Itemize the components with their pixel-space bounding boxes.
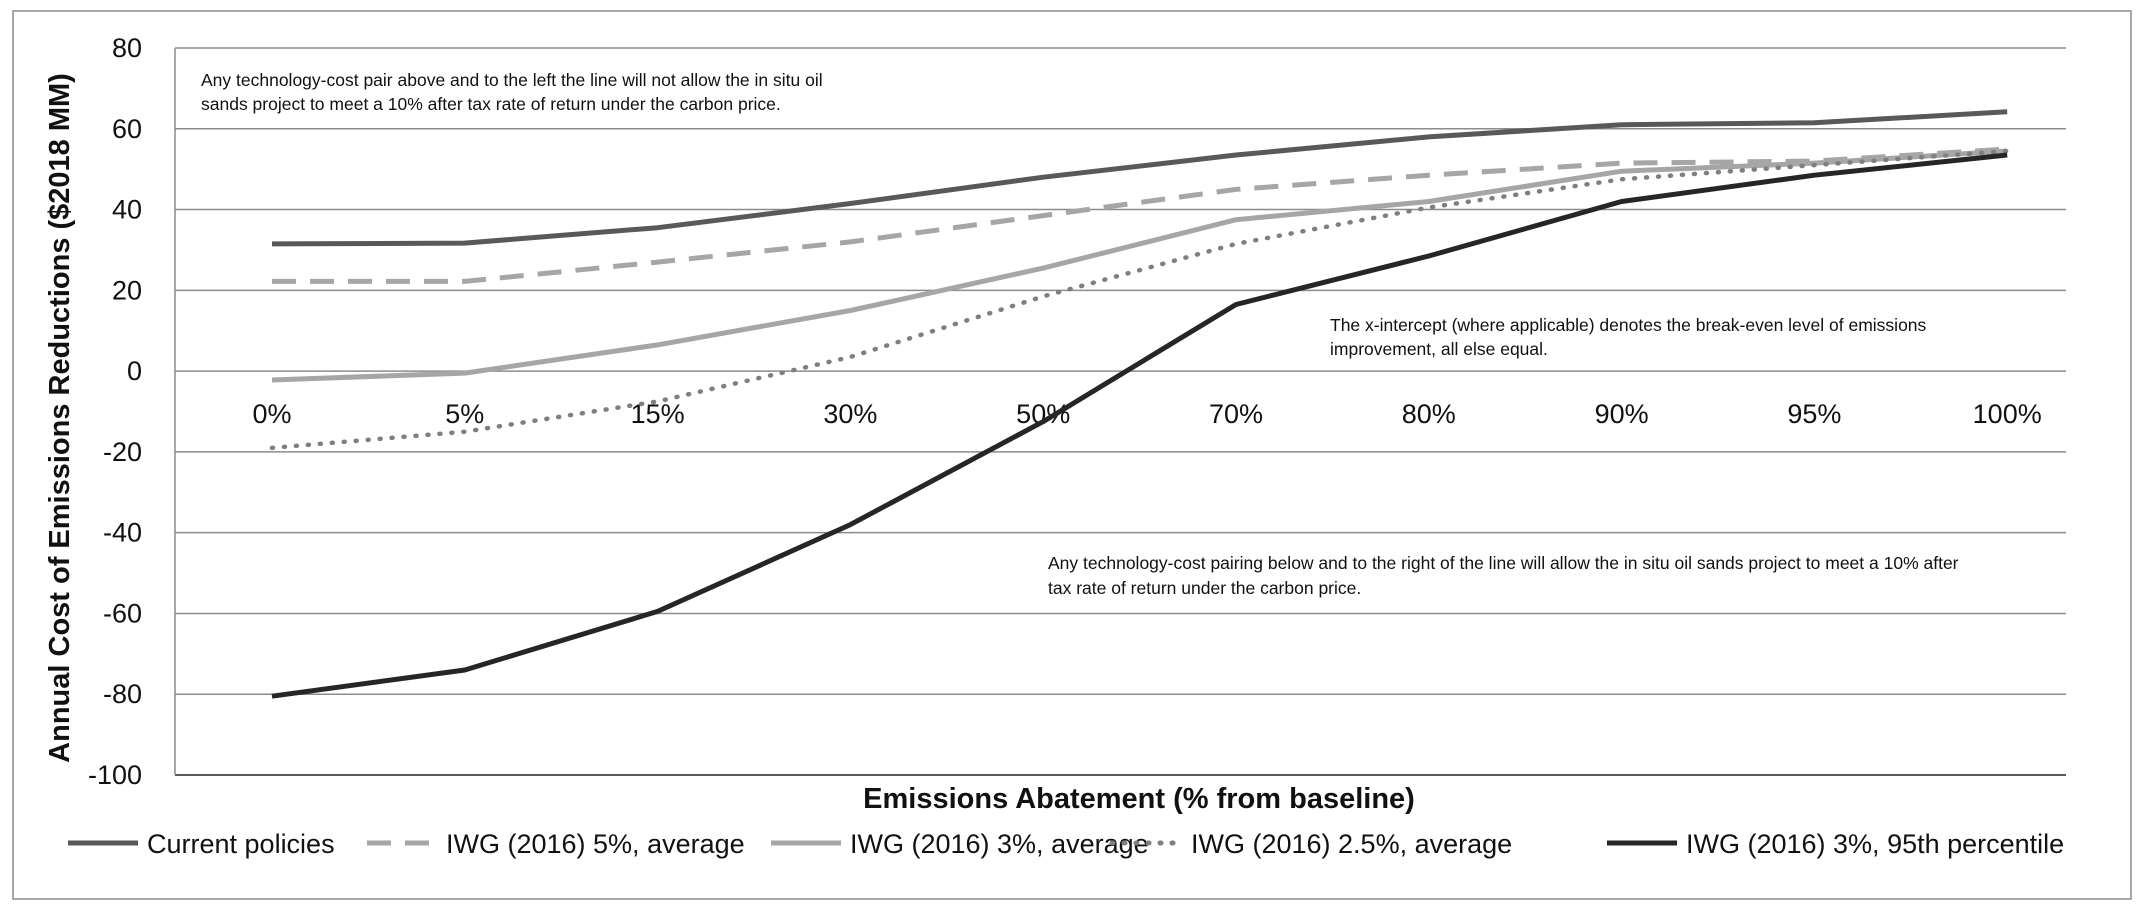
x-tick-label: 15% <box>631 399 685 429</box>
x-tick-labels: 0% 5% 15% 30% 50% 70% 80% 90% 95% 100% <box>252 399 2041 429</box>
legend: Current policies IWG (2016) 5%, average IW… <box>68 829 2064 859</box>
x-tick-label: 50% <box>1016 399 1070 429</box>
x-tick-label: 95% <box>1787 399 1841 429</box>
series-lines <box>269 109 2010 699</box>
y-tick-label: 40 <box>112 195 142 225</box>
x-tick-label: 5% <box>445 399 484 429</box>
y-tick-labels: 80 60 40 20 0 -20 -40 -60 -80 -100 <box>88 33 142 790</box>
y-tick-label: 20 <box>112 275 142 305</box>
outer-border <box>12 10 2132 900</box>
series-line-iwg-2016-3-average <box>271 148 2008 383</box>
y-tick-label: -100 <box>88 760 142 790</box>
series-line-iwg-2016-2-5-average <box>269 148 2010 451</box>
x-tick-label: 30% <box>823 399 877 429</box>
y-tick-label: 80 <box>112 33 142 63</box>
series-line-current-policies <box>271 109 2008 247</box>
annotation-top-left-line-2: sands project to meet a 10% after tax ra… <box>201 94 781 114</box>
x-tick-label: 70% <box>1209 399 1263 429</box>
legend-label-current-policies: Current policies <box>147 829 335 859</box>
y-axis-title: Annual Cost of Emissions Reductions ($20… <box>44 73 76 763</box>
legend-label-iwg-2016-3-average: IWG (2016) 3%, average <box>850 829 1149 859</box>
x-tick-label: 90% <box>1595 399 1649 429</box>
annotation-bottom-right-line-1: Any technology-cost pairing below and to… <box>1048 553 1959 573</box>
series-line-iwg-2016-3-95th-percentile <box>271 152 2008 699</box>
legend-label-iwg-2016-3-95th-percentile: IWG (2016) 3%, 95th percentile <box>1686 829 2064 859</box>
annotation-x-intercept: The x-intercept (where applicable) denot… <box>1330 315 1927 359</box>
y-tick-label: -40 <box>103 518 142 548</box>
x-tick-label: 80% <box>1402 399 1456 429</box>
series-line-iwg-2016-5-average <box>272 146 2008 284</box>
annotation-top-left: Any technology-cost pair above and to th… <box>201 70 823 114</box>
x-axis-title: Emissions Abatement (% from baseline) <box>863 783 1415 815</box>
y-tick-label: -80 <box>103 679 142 709</box>
annotation-bottom-right-line-2: tax rate of return under the carbon pric… <box>1048 578 1361 598</box>
y-tick-label: -60 <box>103 598 142 628</box>
annotation-top-left-line-1: Any technology-cost pair above and to th… <box>201 70 823 90</box>
x-tick-label: 0% <box>252 399 291 429</box>
legend-label-iwg-2016-5-average: IWG (2016) 5%, average <box>446 829 745 859</box>
annotation-bottom-right: Any technology-cost pairing below and to… <box>1048 553 1959 598</box>
y-tick-label: 60 <box>112 114 142 144</box>
gridlines <box>174 47 2066 776</box>
legend-label-iwg-2016-2-5-average: IWG (2016) 2.5%, average <box>1191 829 1512 859</box>
x-tick-label: 100% <box>1973 399 2042 429</box>
y-tick-label: 0 <box>127 356 142 386</box>
annotation-x-intercept-line-2: improvement, all else equal. <box>1330 339 1548 359</box>
annotation-x-intercept-line-1: The x-intercept (where applicable) denot… <box>1330 315 1927 335</box>
y-tick-label: -20 <box>103 437 142 467</box>
